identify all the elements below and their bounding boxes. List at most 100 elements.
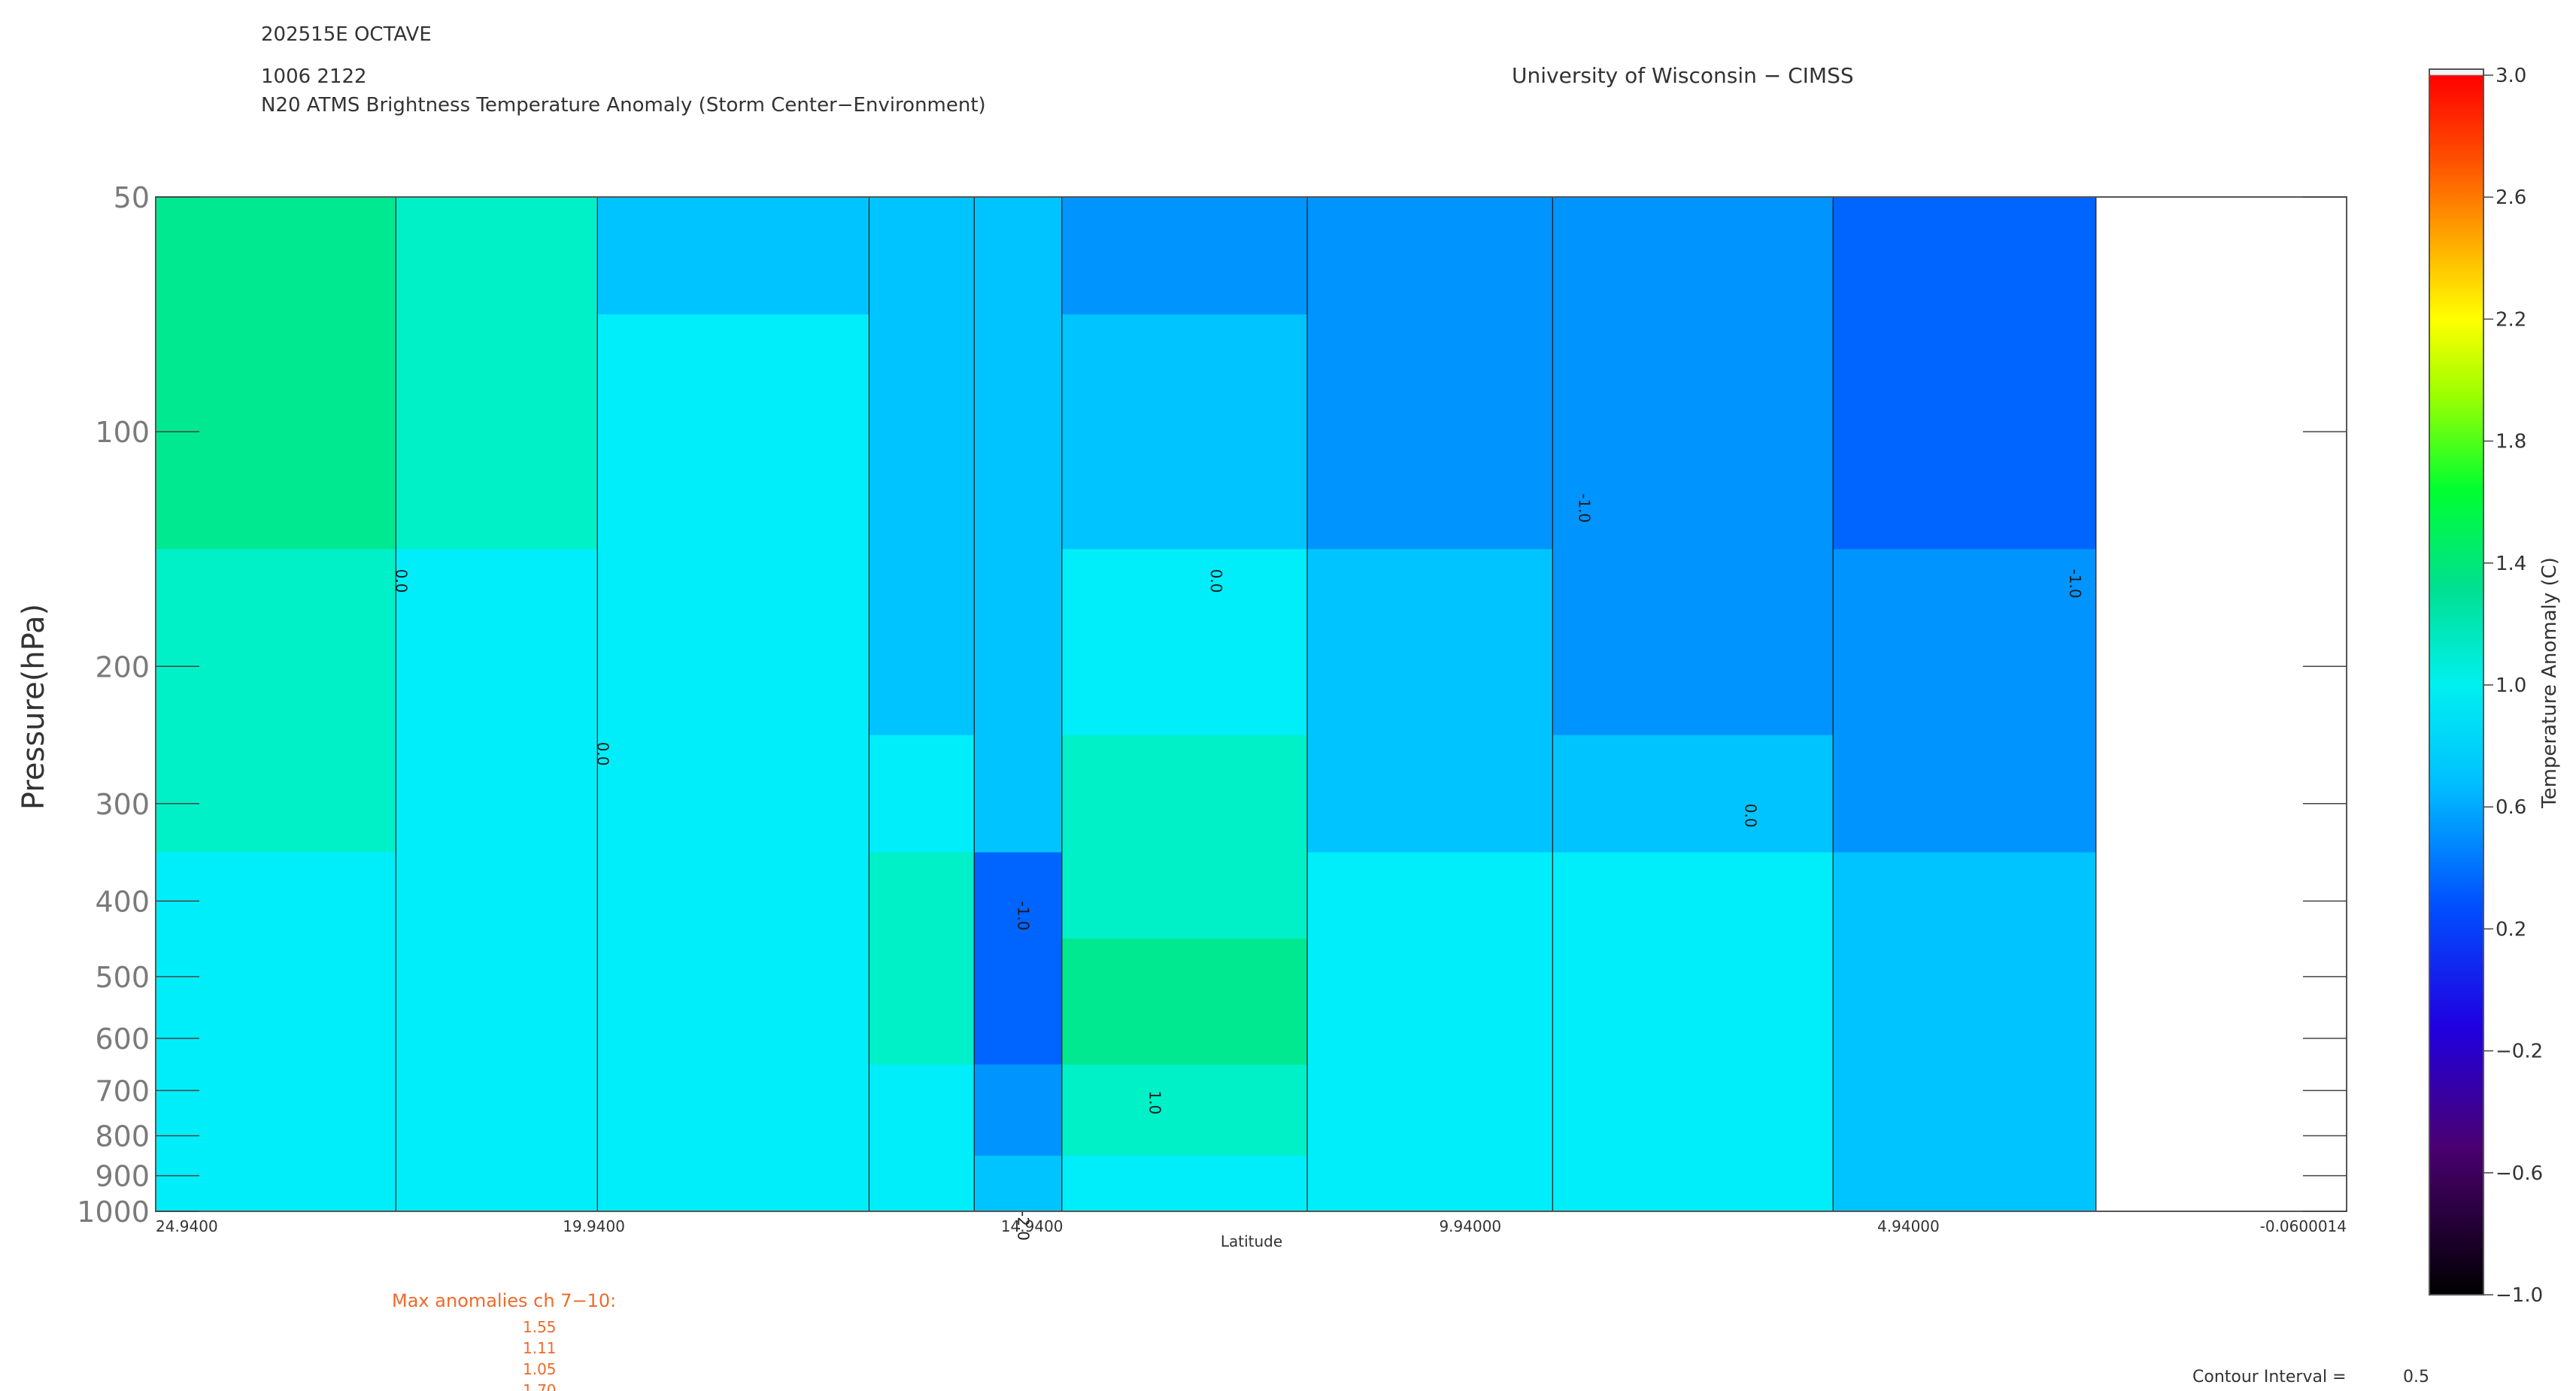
contour-cell xyxy=(1061,197,1308,315)
contour-fill xyxy=(156,197,2347,1212)
contour-label: -1.0 xyxy=(1575,493,1593,523)
contour-cell xyxy=(396,1064,598,1114)
contour-cell xyxy=(1061,314,1308,550)
max-anomaly-value: 1.05 xyxy=(523,1360,557,1378)
colorbar-tick-label: 3.0 xyxy=(2496,65,2526,87)
contour-cell xyxy=(1307,1193,1553,1212)
contour-label: -2.0 xyxy=(1015,1211,1033,1241)
contour-cell xyxy=(1307,314,1553,550)
contour-cell xyxy=(597,1113,869,1156)
contour-cell xyxy=(1307,938,1553,1008)
contour-cell xyxy=(156,549,396,736)
contour-cell xyxy=(1552,314,1834,550)
contour-cell xyxy=(156,1113,396,1156)
contour-labels: 0.0 0.0 -2.0 -1.0 1.0 0.0 -1.0 0.0 -1.0 xyxy=(392,493,2084,1241)
contour-cell xyxy=(1307,1007,1553,1065)
y-tick-label: 400 xyxy=(95,885,150,918)
max-anomalies-title: Max anomalies ch 7−10: xyxy=(392,1290,616,1311)
contour-cell xyxy=(869,938,975,1008)
contour-cell xyxy=(869,1193,975,1212)
contour-label: 0.0 xyxy=(593,742,611,766)
contour-cell xyxy=(1307,549,1553,736)
contour-cell xyxy=(156,1064,396,1114)
contour-cell xyxy=(156,735,396,853)
colorbar-ticks: 3.0 2.6 2.2 1.8 1.4 1.0 0.6 0.2 −0.2 −0.6 −1.0 xyxy=(2483,65,2543,1307)
contour-cell xyxy=(156,938,396,1008)
y-tick-label: 200 xyxy=(95,650,150,683)
contour-cell xyxy=(974,938,1062,1008)
contour-interval-value: 0.5 xyxy=(2403,1368,2429,1386)
plot-frame xyxy=(155,196,2347,1212)
y-tick-label: 500 xyxy=(95,961,150,994)
colorbar-tick-label: 0.2 xyxy=(2496,918,2526,941)
contour-label: 0.0 xyxy=(1742,804,1760,828)
x-tick-label: 9.94000 xyxy=(1439,1217,1501,1235)
contour-cell xyxy=(1552,852,1834,940)
contour-cell xyxy=(156,197,396,315)
contour-cell xyxy=(974,197,1062,315)
contour-cell xyxy=(1833,1113,2096,1156)
contour-cell xyxy=(869,314,975,550)
contour-cell xyxy=(1833,1156,2096,1194)
contour-cell xyxy=(156,1193,396,1212)
contour-cell xyxy=(869,1007,975,1065)
max-anomaly-value: 1.70 xyxy=(523,1381,557,1391)
contour-cell xyxy=(1061,1064,1308,1114)
contour-label: 1.0 xyxy=(1145,1090,1164,1114)
contour-cell xyxy=(1552,549,1834,736)
contour-cell xyxy=(974,852,1062,940)
y-tick-label: 1000 xyxy=(77,1196,150,1229)
contour-cell xyxy=(1307,1064,1553,1114)
contour-lines xyxy=(395,197,2097,1211)
colorbar-tick-label: −0.6 xyxy=(2496,1162,2543,1185)
colorbar-tick-label: −1.0 xyxy=(2496,1284,2543,1307)
no-data-region xyxy=(2095,197,2347,1211)
contour-cell xyxy=(974,1113,1062,1156)
contour-cell xyxy=(597,197,869,315)
contour-cell xyxy=(869,1113,975,1156)
contour-cell xyxy=(597,735,869,853)
contour-cell xyxy=(396,735,598,853)
contour-cell xyxy=(396,1007,598,1065)
contour-cell xyxy=(597,1156,869,1194)
contour-cell xyxy=(396,549,598,736)
contour-cell xyxy=(396,197,598,315)
y-tick-label: 600 xyxy=(95,1023,150,1056)
contour-cell xyxy=(1833,1064,2096,1114)
contour-cell xyxy=(597,1007,869,1065)
max-anomaly-value: 1.55 xyxy=(523,1318,557,1336)
contour-cell xyxy=(1307,1156,1553,1194)
contour-cell xyxy=(1833,1007,2096,1065)
contour-cell xyxy=(1833,314,2096,550)
contour-cell xyxy=(869,1156,975,1194)
x-tick-label: 19.9400 xyxy=(563,1217,625,1235)
x-tick-label: 24.9400 xyxy=(156,1217,218,1235)
y-tick-label: 700 xyxy=(95,1074,150,1108)
contour-cell xyxy=(974,1193,1062,1212)
colorbar-tick-label: 1.0 xyxy=(2496,674,2526,697)
y-tick-label: 50 xyxy=(114,181,150,214)
y-axis-label: Pressure(hPa) xyxy=(17,604,51,810)
contour-cell xyxy=(869,852,975,940)
contour-label: -1.0 xyxy=(1015,901,1033,930)
colorbar: 3.0 2.6 2.2 1.8 1.4 1.0 0.6 0.2 −0.2 −0.6 −1.0 Tem… xyxy=(2429,65,2561,1307)
contour-cell xyxy=(1552,1113,1834,1156)
contour-cell xyxy=(597,314,869,550)
y-tick-label: 100 xyxy=(95,416,150,449)
colorbar-tick-label: 2.2 xyxy=(2496,308,2526,331)
contour-cell xyxy=(974,1156,1062,1194)
contour-cell xyxy=(1833,938,2096,1008)
contour-cell xyxy=(597,938,869,1008)
contour-cell xyxy=(1552,1007,1834,1065)
contour-cell xyxy=(1061,549,1308,736)
x-tick-label: 14.9400 xyxy=(1001,1217,1063,1235)
contour-cell xyxy=(1552,938,1834,1008)
contour-label: 0.0 xyxy=(392,569,410,593)
contour-cell xyxy=(1833,1193,2096,1212)
contour-cell xyxy=(1552,1064,1834,1114)
contour-cell xyxy=(1061,735,1308,853)
contour-cell xyxy=(1061,1007,1308,1065)
contour-cell xyxy=(869,735,975,853)
contour-cell xyxy=(974,314,1062,550)
